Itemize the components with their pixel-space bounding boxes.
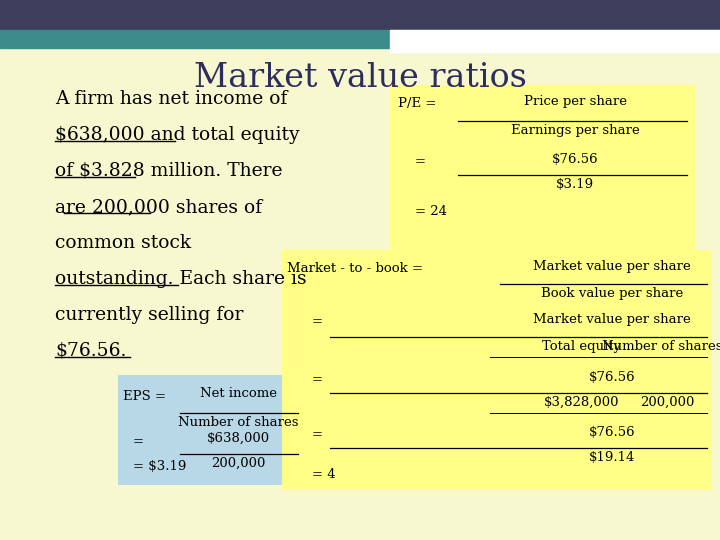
Text: $76.56: $76.56: [589, 426, 635, 439]
Bar: [390, 30, 720, 52]
Text: $3,828,000: $3,828,000: [544, 396, 620, 409]
Text: Earnings per share: Earnings per share: [510, 124, 639, 137]
Text: $638,000 and total equity: $638,000 and total equity: [55, 126, 300, 144]
Text: Price per share: Price per share: [523, 95, 626, 108]
Text: common stock: common stock: [55, 234, 191, 252]
Text: EPS =: EPS =: [123, 390, 170, 403]
Text: $638,000: $638,000: [207, 432, 269, 445]
Text: =: =: [312, 315, 328, 328]
Text: Market value per share: Market value per share: [533, 313, 691, 326]
Text: $76.56: $76.56: [589, 371, 635, 384]
Text: of $3.828 million. There: of $3.828 million. There: [55, 162, 282, 180]
Text: $3.19: $3.19: [556, 178, 594, 191]
Text: Number of shares: Number of shares: [178, 416, 298, 429]
Text: = 24: = 24: [415, 205, 447, 218]
Text: are 200,000 shares of: are 200,000 shares of: [55, 198, 262, 216]
Text: Market - to - book =: Market - to - book =: [287, 262, 427, 275]
Text: = $3.19: = $3.19: [133, 460, 186, 473]
Bar: [118, 375, 313, 485]
Text: 200,000: 200,000: [640, 396, 694, 409]
Text: $19.14: $19.14: [589, 451, 635, 464]
Bar: [0, 0, 720, 30]
Text: Number of shares: Number of shares: [602, 340, 720, 353]
Text: Total equity: Total equity: [542, 340, 621, 353]
Text: = 4: = 4: [312, 468, 336, 481]
Text: Market value ratios: Market value ratios: [194, 62, 526, 94]
Text: currently selling for: currently selling for: [55, 306, 243, 324]
Text: Book value per share: Book value per share: [541, 287, 683, 300]
Text: outstanding. Each share is: outstanding. Each share is: [55, 270, 307, 288]
Text: =: =: [133, 435, 148, 448]
Bar: [390, 85, 695, 255]
Text: Net income: Net income: [199, 387, 276, 400]
Text: $76.56: $76.56: [552, 153, 598, 166]
Text: Market value per share: Market value per share: [533, 260, 691, 273]
Text: 200,000: 200,000: [211, 457, 265, 470]
Text: $76.56.: $76.56.: [55, 342, 127, 360]
Bar: [0, 30, 720, 48]
Text: =: =: [312, 428, 328, 441]
Text: P/E =: P/E =: [398, 97, 441, 110]
Text: =: =: [312, 373, 328, 386]
Text: A firm has net income of: A firm has net income of: [55, 90, 287, 108]
Text: =: =: [415, 155, 431, 168]
Bar: [282, 250, 712, 490]
